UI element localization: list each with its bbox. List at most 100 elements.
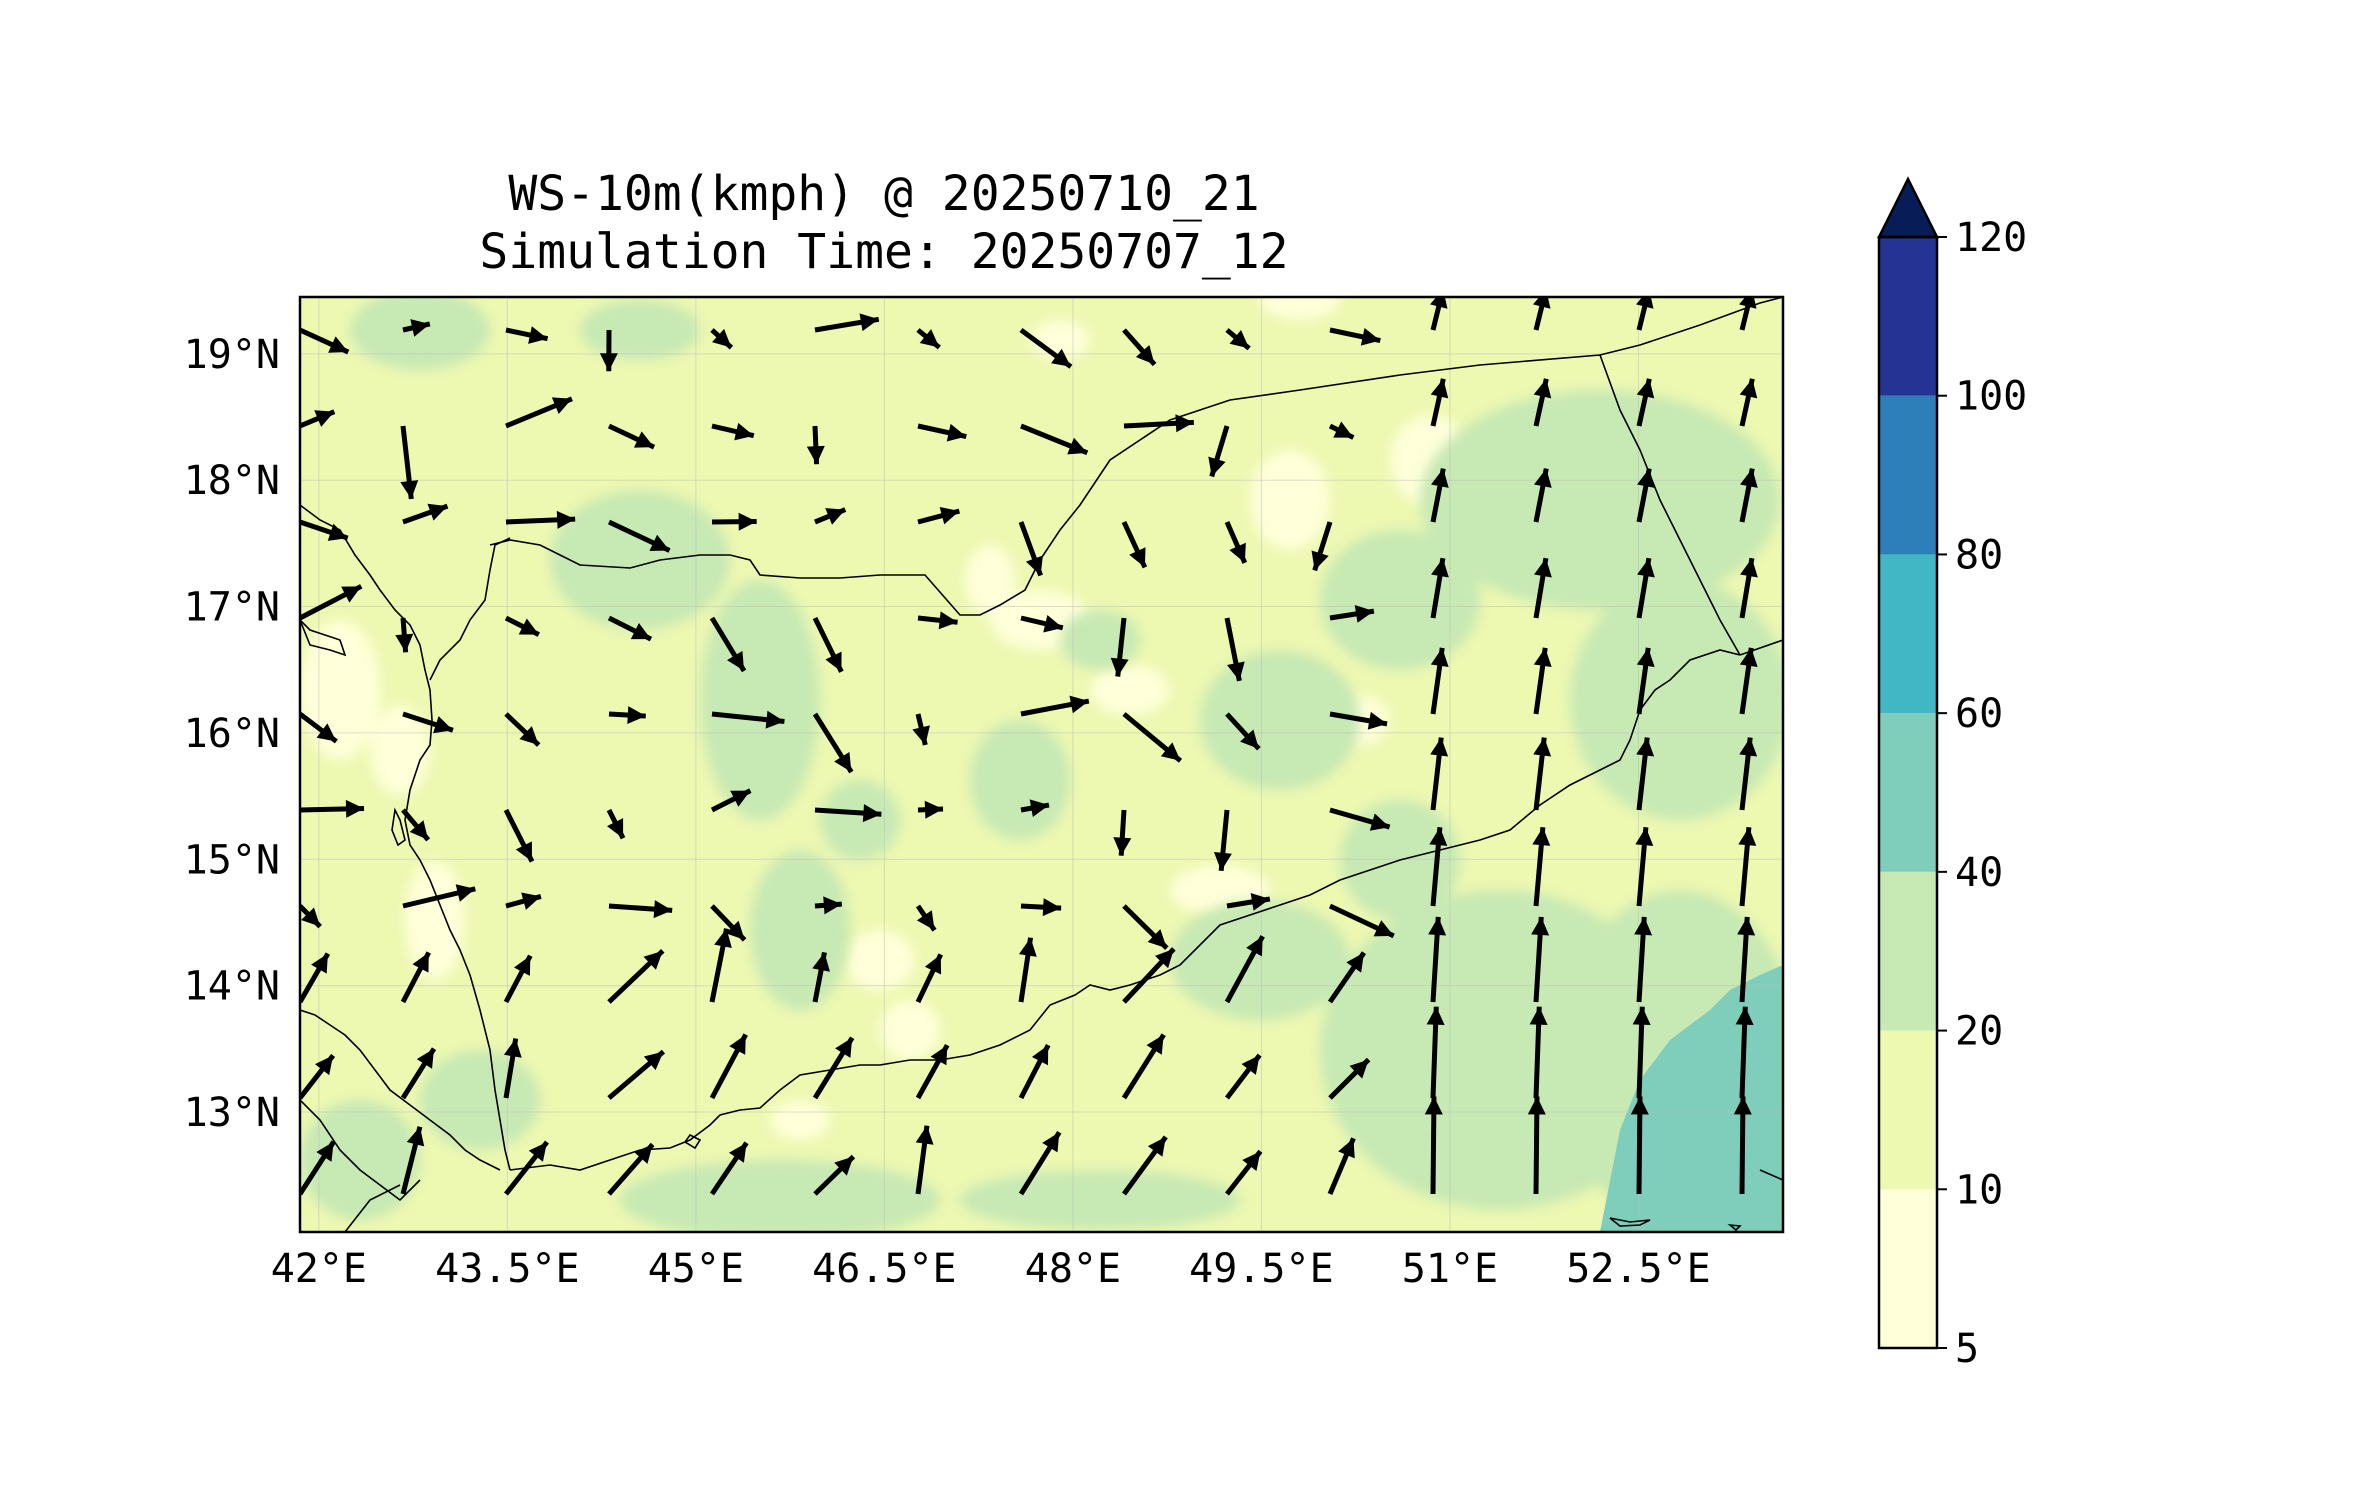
wind-arrow-head <box>412 952 429 973</box>
wind-arrow-head <box>1740 468 1758 488</box>
coastlines-borders <box>300 297 1783 1232</box>
chart-title: WS-10m(kmph) @ 20250710_21 <box>508 166 1260 222</box>
wind-arrow-head <box>311 953 328 974</box>
lat-tick-label: 15°N <box>184 837 280 883</box>
wind-arrow-head <box>1246 936 1263 957</box>
wind-arrow-head <box>912 725 930 745</box>
island <box>1727 1223 1742 1232</box>
lat-tick-label: 16°N <box>184 711 280 757</box>
colorbar-segment <box>1879 395 1937 555</box>
map-panel <box>300 297 1783 1232</box>
border-line <box>344 1184 401 1232</box>
colorbar-tick-label: 20 <box>1955 1009 2003 1055</box>
wind-arrow-head <box>1213 852 1232 871</box>
wind-arrow-head <box>1146 1034 1164 1055</box>
wind-arrow-head <box>416 1048 435 1069</box>
wind-arrow-head <box>316 1141 334 1162</box>
wind-arrow-head <box>1160 742 1181 761</box>
wind-arrow-head <box>1067 437 1088 455</box>
colorbar-tick-label: 120 <box>1955 215 2027 261</box>
wind-arrow-head <box>1533 378 1552 399</box>
wind-arrow-head <box>725 920 745 940</box>
wind-arrow-head <box>433 716 453 734</box>
wind-arrow-head <box>1346 952 1364 973</box>
wind-arrow-head <box>1229 542 1246 563</box>
lon-tick-label: 46.5°E <box>812 1246 957 1292</box>
wind-arrow-head <box>630 622 651 640</box>
wind-arrow-head <box>1354 605 1374 623</box>
lat-tick-label: 18°N <box>184 458 280 504</box>
island <box>1609 1217 1651 1227</box>
wind-arrow-head <box>521 892 541 910</box>
wind-arrow-head <box>1147 1136 1166 1157</box>
colorbar-extend-arrow <box>1876 176 1940 239</box>
wind-arrow-head <box>825 651 842 672</box>
wind-arrow-head <box>314 1055 334 1076</box>
colorbar-tick-label: 10 <box>1955 1167 2003 1213</box>
wind-arrow-head <box>1733 1096 1752 1115</box>
wind-arrow-head <box>1632 1006 1651 1025</box>
wind-arrow-head <box>1042 898 1062 917</box>
wind-arrow-head <box>519 726 539 746</box>
wind-arrow-head <box>1637 468 1655 488</box>
wind-arrow-head <box>1229 329 1250 349</box>
lat-tick-label: 19°N <box>184 332 280 378</box>
wind-arrow-head <box>1533 737 1552 757</box>
coastline <box>509 649 1741 1171</box>
island <box>300 619 347 657</box>
lon-tick-label: 48°E <box>1025 1246 1121 1292</box>
wind-arrow-head <box>1431 468 1449 488</box>
wind-arrow-head <box>1531 916 1550 936</box>
colorbar-segment <box>1879 554 1937 714</box>
moderate-wind-areas <box>300 297 1783 1232</box>
wind-arrow-head <box>939 506 960 525</box>
wind-arrow-head <box>712 328 732 348</box>
wind-arrow-head <box>518 618 539 635</box>
wind-arrow-head <box>528 326 548 344</box>
border-line <box>1739 639 1783 656</box>
wind-arrow-head <box>1373 920 1394 937</box>
coastline <box>300 1099 421 1202</box>
lon-tick-label: 42°E <box>271 1246 367 1292</box>
wind-arrow-head <box>314 410 335 427</box>
wind-arrow-head <box>410 319 430 337</box>
wind-arrow-head <box>930 1045 948 1066</box>
wind-arrow-head <box>345 799 365 818</box>
wind-arrow-head <box>915 1125 934 1145</box>
wind-arrow-head <box>1025 555 1043 576</box>
wind-arrow-head <box>551 397 572 414</box>
colorbar-tick-label: 5 <box>1955 1326 1979 1372</box>
wind-arrow-head <box>1630 1096 1649 1115</box>
wind-arrow-head <box>1636 647 1655 667</box>
wind-arrow-head <box>728 1142 747 1163</box>
wind-arrow-head <box>806 445 825 465</box>
lat-tick-label: 13°N <box>184 1090 280 1136</box>
wind-arrow-head <box>919 329 940 348</box>
wind-arrow-head <box>606 818 624 839</box>
wind-arrow-head <box>643 950 663 970</box>
wind-arrow-head <box>1018 937 1037 957</box>
wind-arrow-head <box>730 790 751 807</box>
wind-arrow-head <box>1739 737 1758 757</box>
wind-arrow-head <box>1129 547 1146 568</box>
wind-arrow-head <box>1135 345 1155 365</box>
wind-arrow-head <box>1333 421 1354 438</box>
wind-arrow-head <box>316 723 337 742</box>
wind-arrow-head <box>1043 614 1063 633</box>
wind-arrow-head <box>599 353 618 372</box>
wind-arrow-head <box>1029 799 1049 818</box>
wind-arrow-head <box>714 928 732 949</box>
wind-arrow-head <box>1250 893 1270 911</box>
colorbar-frame <box>1877 235 1939 1350</box>
wind-arrow-head <box>633 1144 653 1164</box>
colorbar-tick-label: 80 <box>1955 532 2003 578</box>
wind-arrow-head <box>1175 414 1194 433</box>
island <box>683 1133 702 1150</box>
wind-arrow-head <box>1533 297 1551 309</box>
wind-arrow-head <box>859 313 879 332</box>
map-frame <box>298 295 1785 1234</box>
wind-arrow-head <box>1154 948 1174 969</box>
wind-arrow-head <box>1360 328 1381 346</box>
wind-arrow-head <box>409 820 429 840</box>
